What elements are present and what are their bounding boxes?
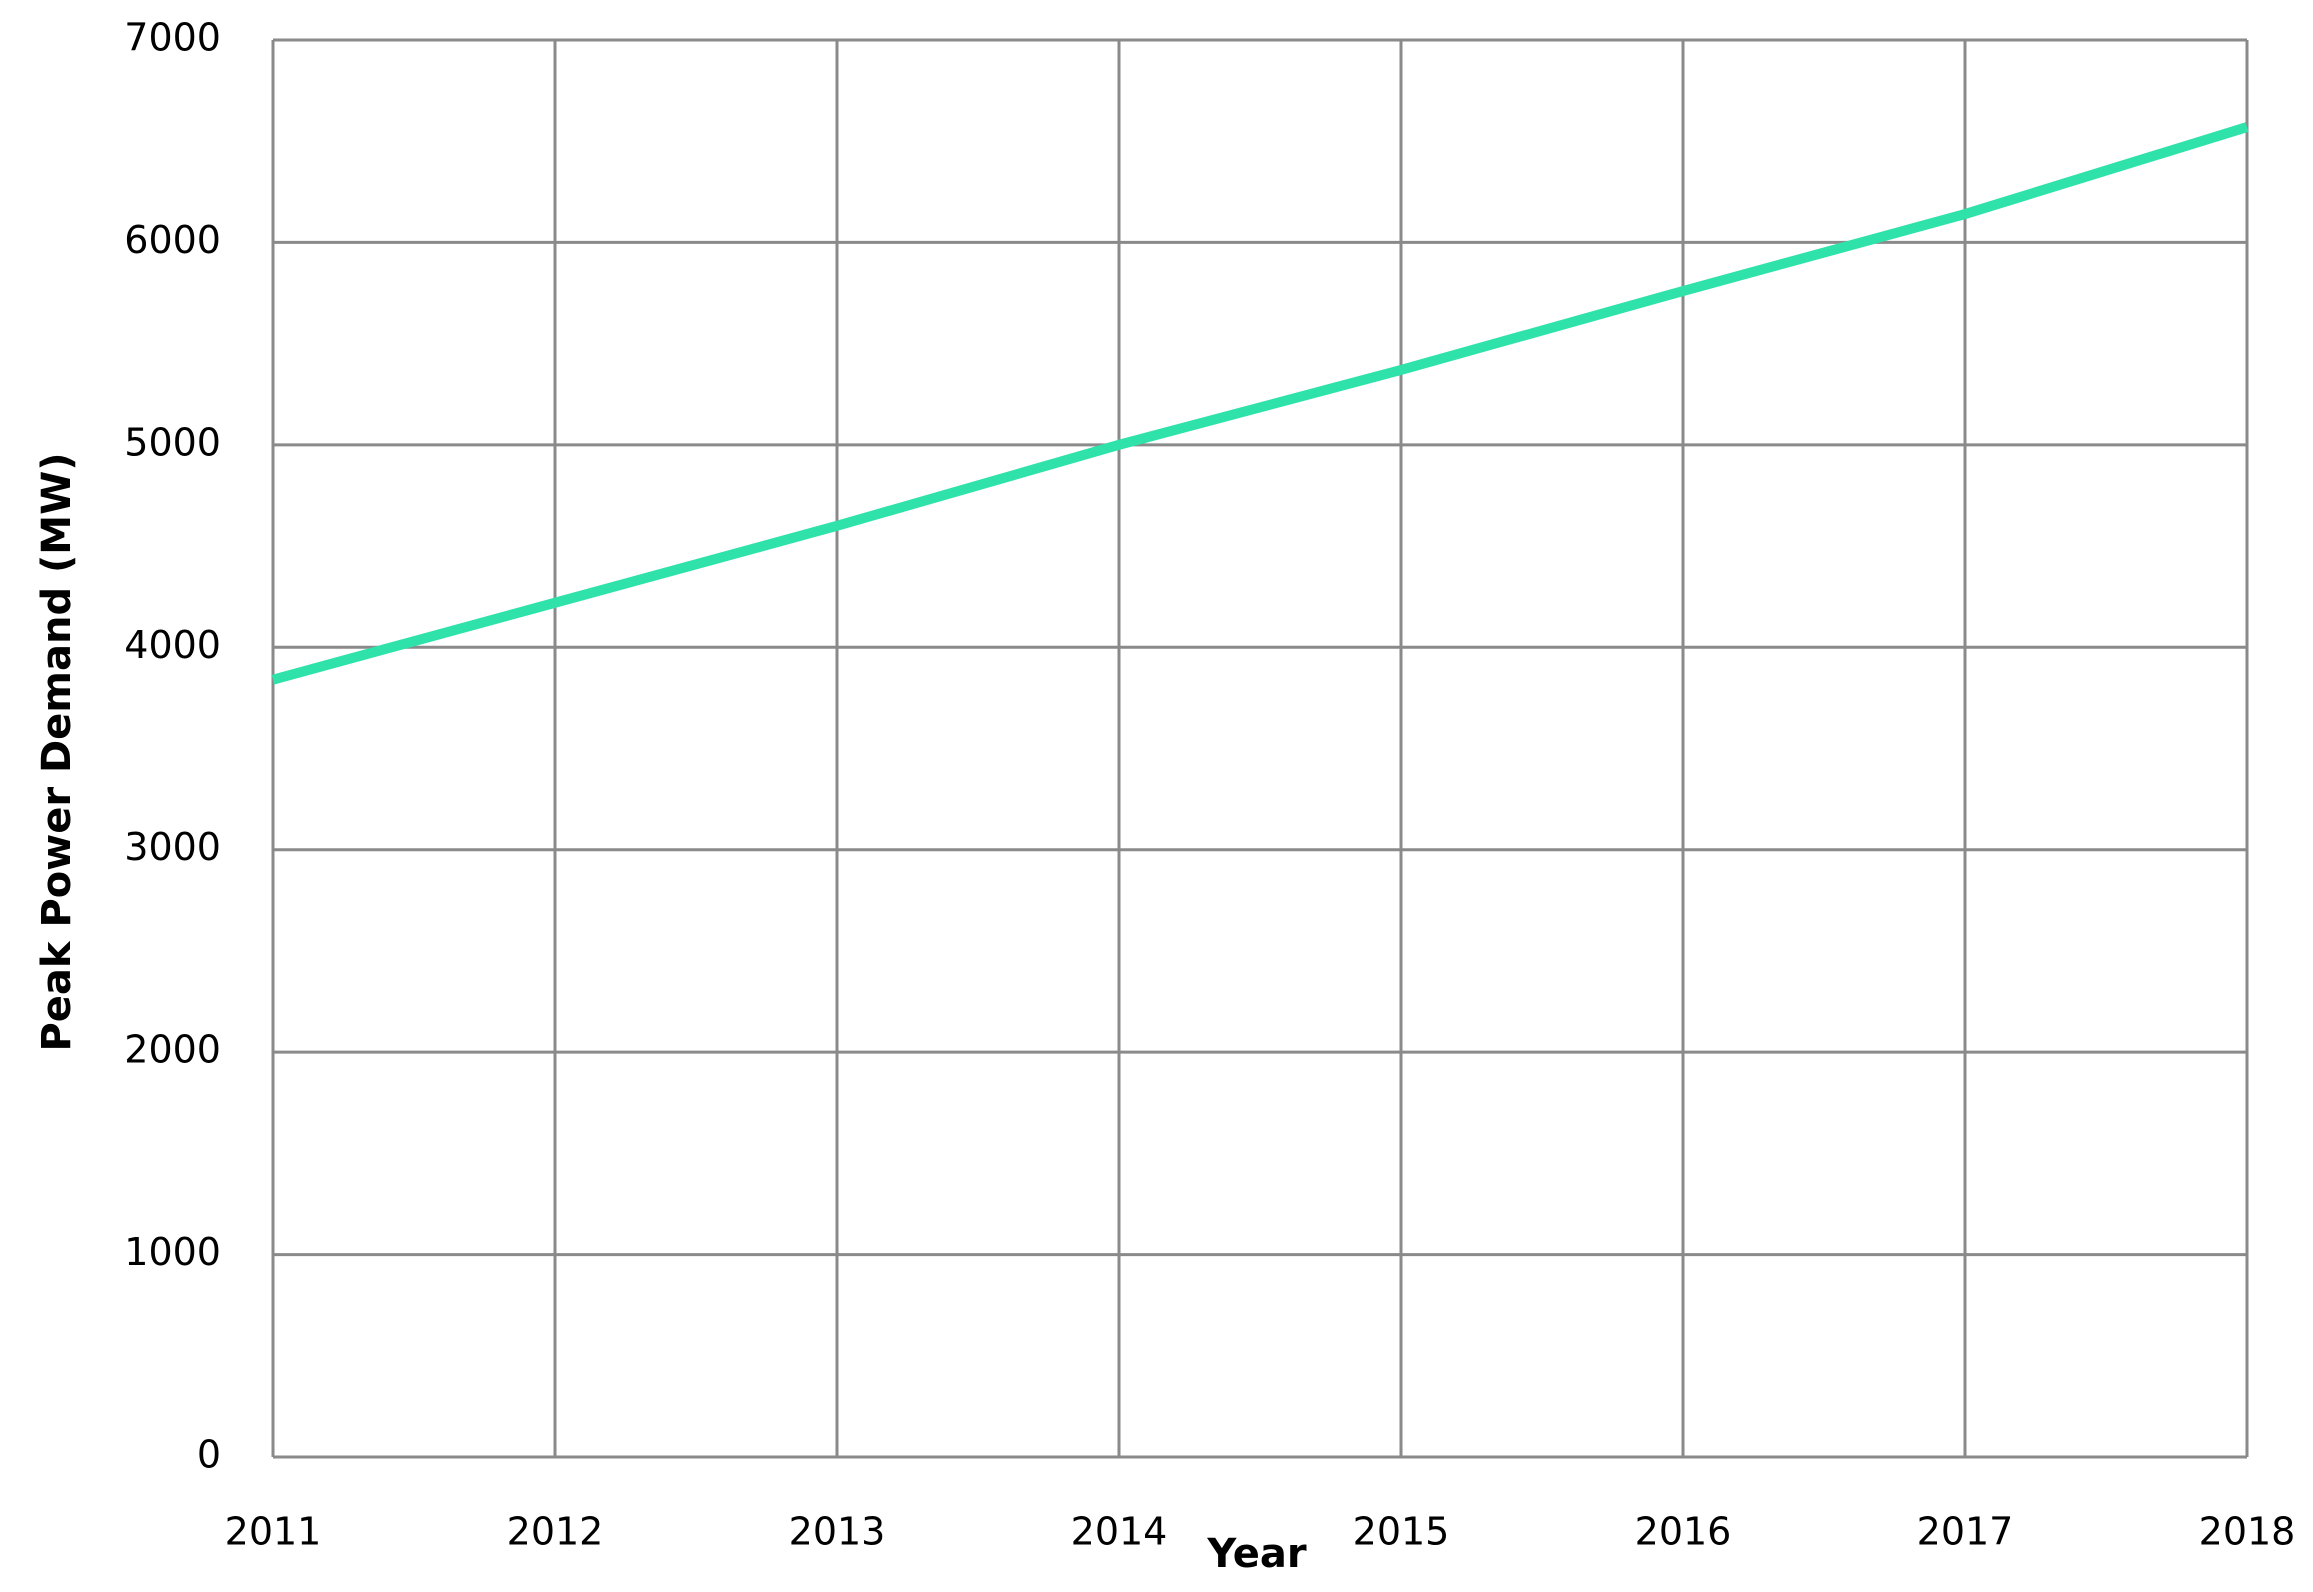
y-tick-label: 5000 — [124, 420, 221, 464]
y-tick-label: 7000 — [124, 16, 221, 60]
y-tick-label: 3000 — [124, 825, 221, 869]
x-tick-label: 2012 — [507, 1510, 604, 1554]
y-tick-label: 1000 — [124, 1230, 221, 1274]
x-tick-label: 2014 — [1071, 1510, 1168, 1554]
y-tick-label: 0 — [197, 1433, 221, 1477]
x-tick-label: 2015 — [1353, 1510, 1450, 1554]
y-tick-label: 2000 — [124, 1028, 221, 1072]
x-tick-label: 2013 — [789, 1510, 886, 1554]
data-line — [271, 122, 2249, 685]
x-tick-label: 2011 — [225, 1510, 322, 1554]
y-tick-label: 4000 — [124, 623, 221, 667]
x-tick-label: 2017 — [1917, 1510, 2014, 1554]
x-axis-title: Year — [1206, 1531, 1306, 1577]
y-tick-label: 6000 — [124, 218, 221, 262]
x-tick-label: 2016 — [1635, 1510, 1732, 1554]
x-tick-label: 2018 — [2199, 1510, 2296, 1554]
y-axis-title: Peak Power Demand (MW) — [34, 452, 80, 1051]
